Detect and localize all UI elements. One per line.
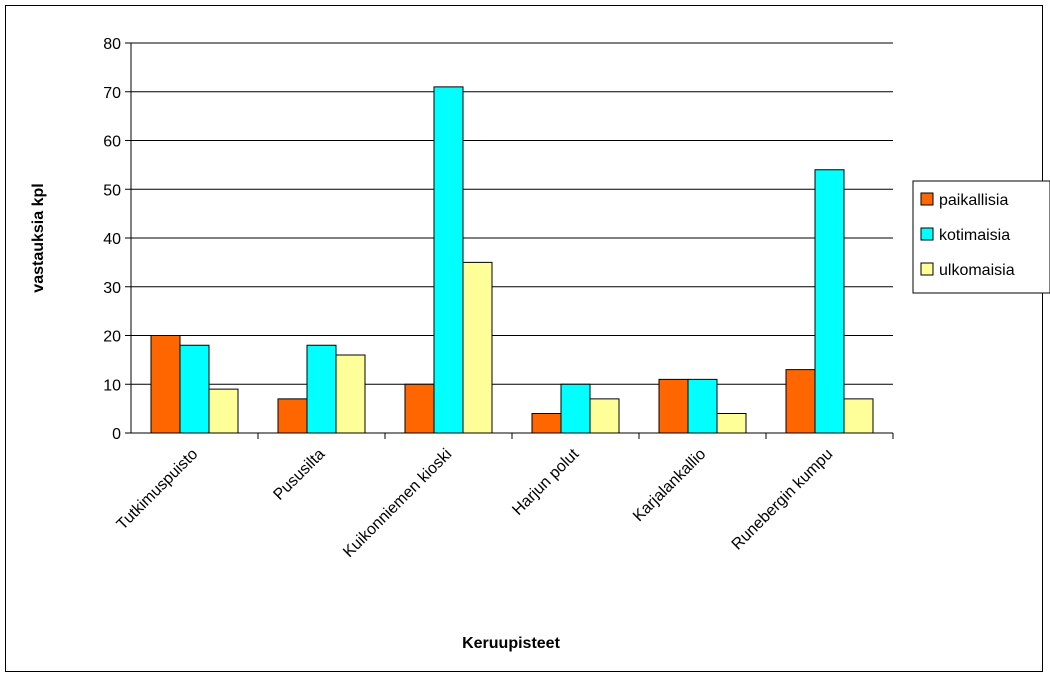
bar-ulkomaisia	[589, 398, 620, 434]
y-axis-title: vastauksia kpl	[30, 183, 47, 292]
bar-paikallisia	[277, 398, 308, 434]
bar-ulkomaisia	[462, 261, 493, 434]
legend-swatch-paikallisia	[920, 192, 934, 206]
axes	[125, 42, 894, 439]
y-tick-label: 50	[103, 182, 121, 199]
y-tick-label: 60	[103, 134, 121, 151]
bar-kotimaisia	[433, 86, 464, 434]
bar-kotimaisia	[814, 169, 845, 434]
legend-swatch-kotimaisia	[920, 227, 934, 241]
bar-kotimaisia	[687, 378, 718, 434]
legend-label-paikallisia: paikallisia	[939, 192, 1008, 209]
legend-box	[912, 180, 1050, 294]
y-tick-label: 70	[103, 85, 121, 102]
bar-kotimaisia	[306, 344, 337, 434]
bars	[150, 86, 874, 434]
y-tick-label: 20	[103, 329, 121, 346]
bar-ulkomaisia	[208, 388, 239, 434]
x-tick-label: Harjun polut	[509, 445, 582, 518]
x-axis-title: Keruupisteet	[462, 635, 560, 652]
x-tick-label: Karjalankallio	[630, 446, 709, 525]
x-tick-label: Pususilta	[270, 446, 328, 504]
y-tick-label: 10	[103, 377, 121, 394]
y-tick-label: 30	[103, 280, 121, 297]
y-tick-label: 0	[112, 426, 121, 443]
legend-label-ulkomaisia: ulkomaisia	[939, 262, 1015, 279]
x-tick-label: Runebergin kumpu	[729, 446, 837, 554]
bar-paikallisia	[531, 413, 562, 434]
legend: paikallisia kotimaisia ulkomaisia	[912, 180, 1050, 294]
gridlines	[131, 42, 893, 385]
y-tick-label: 80	[103, 36, 121, 53]
bar-kotimaisia	[179, 344, 210, 434]
legend-swatch-ulkomaisia	[920, 262, 934, 276]
bar-paikallisia	[785, 369, 816, 434]
bar-ulkomaisia	[716, 413, 747, 434]
bar-ulkomaisia	[335, 354, 366, 434]
x-tick-label: Kuikonniemen kioski	[340, 446, 455, 561]
y-tick-label: 40	[103, 231, 121, 248]
bar-kotimaisia	[560, 383, 591, 434]
bar-ulkomaisia	[843, 398, 874, 434]
legend-label-kotimaisia: kotimaisia	[939, 227, 1010, 244]
bar-paikallisia	[150, 335, 181, 434]
bar-paikallisia	[658, 378, 689, 434]
x-tick-label: Tutkimuspuisto	[114, 446, 202, 534]
bar-paikallisia	[404, 383, 435, 434]
